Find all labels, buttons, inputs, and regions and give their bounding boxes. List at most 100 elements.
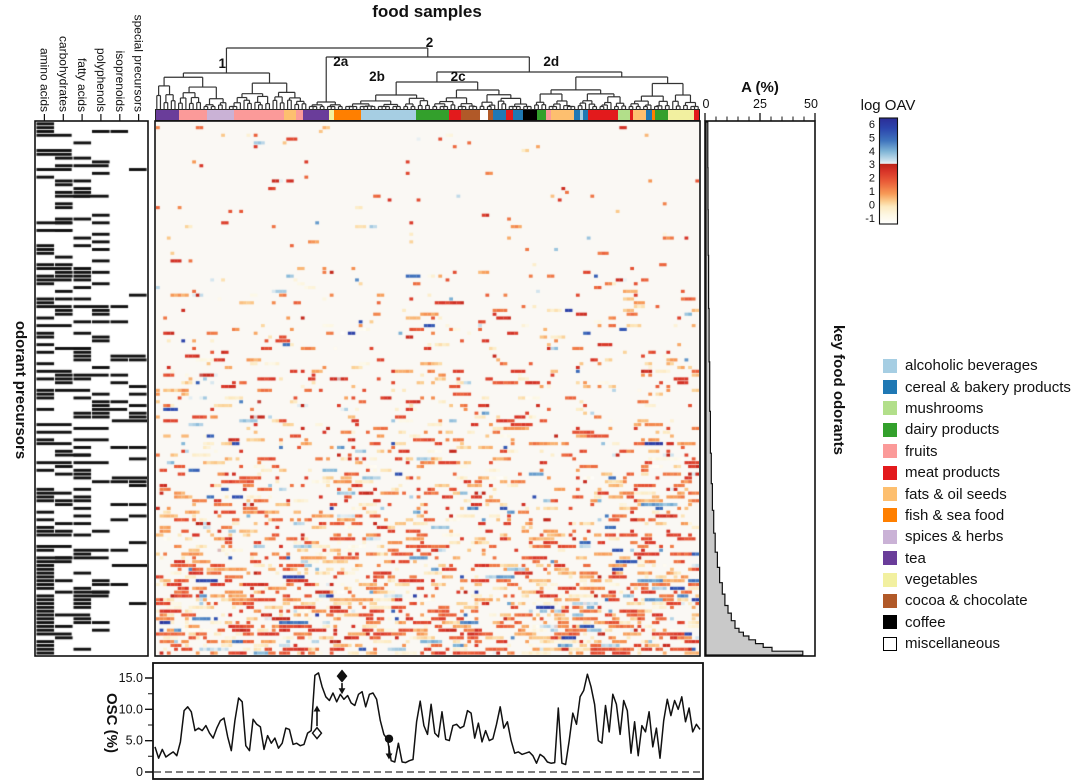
band-segment — [536, 110, 547, 120]
cluster-label-2b: 2b — [369, 69, 385, 84]
precursor-column-ticks — [43, 114, 140, 121]
legend-swatch-icon — [883, 358, 897, 373]
oav-heatmap — [156, 122, 699, 655]
cluster-label-2: 2 — [426, 35, 434, 50]
abundance-panel-box — [704, 120, 816, 657]
legend-swatch-icon — [883, 465, 897, 480]
cluster-label-2c: 2c — [451, 69, 467, 84]
legend-label: cocoa & chocolate — [905, 592, 1028, 610]
band-segment — [207, 110, 235, 120]
colorbar-tick-0: 0 — [869, 199, 875, 211]
marker-arrowhead-up-icon — [313, 705, 321, 712]
legend-swatch-icon — [883, 422, 897, 437]
abundance-tick-50: 50 — [804, 97, 818, 111]
band-segment — [415, 110, 450, 120]
legend-item: miscellaneous — [883, 633, 1080, 654]
colorbar-gradient-bar — [878, 117, 899, 225]
legend-swatch-icon — [883, 508, 897, 523]
legend-swatch-icon — [883, 551, 897, 566]
band-segment — [646, 110, 652, 120]
colorbar-tick-4: 4 — [869, 146, 875, 158]
odorant-precursors-label: odorant precursors — [12, 321, 29, 459]
osc-tick-5: 5.0 — [126, 734, 143, 748]
legend-swatch-icon — [883, 529, 897, 544]
band-segment — [580, 110, 583, 120]
osc-major-ticks — [145, 677, 153, 773]
band-segment — [303, 110, 329, 120]
legend-swatch-icon — [883, 593, 897, 608]
abundance-axis-title: A (%) — [741, 79, 779, 96]
oav-colorbar: log OAV 65 43 210 -1 — [861, 97, 916, 225]
band-segment — [587, 110, 618, 120]
abundance-tick-25: 25 — [753, 97, 767, 111]
legend-item: fruits — [883, 441, 1080, 462]
band-segment — [449, 110, 462, 120]
osc-tick-15: 15.0 — [119, 671, 143, 685]
cluster-label-1: 1 — [218, 56, 226, 71]
band-segment — [334, 110, 362, 120]
band-segment — [551, 110, 575, 120]
page-title: food samples — [372, 2, 482, 21]
legend-item: coffee — [883, 612, 1080, 633]
marker-arrowhead-down-icon — [338, 688, 346, 695]
column-label-polyphenols: polyphenols — [94, 48, 108, 112]
legend-label: spices & herbs — [905, 528, 1004, 546]
band-segment — [668, 110, 695, 120]
osc-marker-circle-filled-icon — [384, 734, 394, 743]
legend-label: tea — [905, 549, 926, 567]
legend-item: alcoholic beverages — [883, 355, 1080, 376]
band-segment — [617, 110, 630, 120]
legend-swatch-icon — [883, 615, 897, 630]
band-segment — [582, 110, 588, 120]
band-segment — [512, 110, 524, 120]
legend-label: coffee — [905, 613, 946, 631]
band-segment — [328, 110, 335, 120]
marker-arrowhead-down-icon — [385, 753, 393, 760]
osc-minor-ticks — [148, 693, 153, 757]
band-segment — [633, 110, 647, 120]
column-label-special-precursors: special precursors — [132, 15, 146, 112]
key-food-odorants-label: key food odorants — [830, 325, 847, 455]
legend-label: alcoholic beverages — [905, 357, 1038, 375]
osc-annotation-markers — [311, 669, 394, 760]
band-segment — [156, 110, 179, 120]
precursor-matrix — [36, 122, 147, 655]
osc-panel-box — [152, 662, 704, 780]
abundance-minor-ticks — [715, 116, 805, 121]
colorbar-tick--1: -1 — [865, 213, 875, 225]
colorbar-tick-2: 2 — [869, 173, 875, 185]
band-segment — [178, 110, 208, 120]
legend-item: mushrooms — [883, 398, 1080, 419]
legend-label: mushrooms — [905, 399, 984, 417]
band-segment — [574, 110, 581, 120]
legend-swatch-icon — [883, 636, 897, 651]
band-segment — [505, 110, 513, 120]
legend-label: miscellaneous — [905, 635, 1001, 653]
sample-dendrogram — [156, 47, 699, 110]
legend-item: fish & sea food — [883, 505, 1080, 526]
colorbar-tick-3: 3 — [869, 159, 875, 171]
legend-swatch-icon — [883, 401, 897, 416]
colorbar-tick-6: 6 — [869, 119, 875, 131]
band-segment — [546, 110, 552, 120]
legend-item: cocoa & chocolate — [883, 590, 1080, 611]
legend-label: meat products — [905, 464, 1001, 482]
band-segment — [361, 110, 416, 120]
cluster-label-2a: 2a — [333, 54, 349, 69]
precursor-column-labels: amino acids carbohydrates fatty acids po… — [37, 15, 145, 112]
legend-item: tea — [883, 548, 1080, 569]
colorbar-tick-labels: 65 43 210 -1 — [865, 119, 875, 225]
precursor-matrix-border — [34, 120, 149, 657]
legend-swatch-icon — [883, 572, 897, 587]
band-segment — [629, 110, 634, 120]
colorbar-title: log OAV — [861, 97, 916, 114]
band-segment — [651, 110, 656, 120]
legend-label: fruits — [905, 442, 938, 460]
legend-item: meat products — [883, 462, 1080, 483]
abundance-major-ticks — [704, 113, 816, 121]
osc-axis-title: OSC (%) — [103, 693, 120, 753]
band-segment — [655, 110, 669, 120]
osc-tick-0: 0 — [136, 765, 143, 779]
osc-marker-diamond-open-icon — [311, 726, 323, 740]
